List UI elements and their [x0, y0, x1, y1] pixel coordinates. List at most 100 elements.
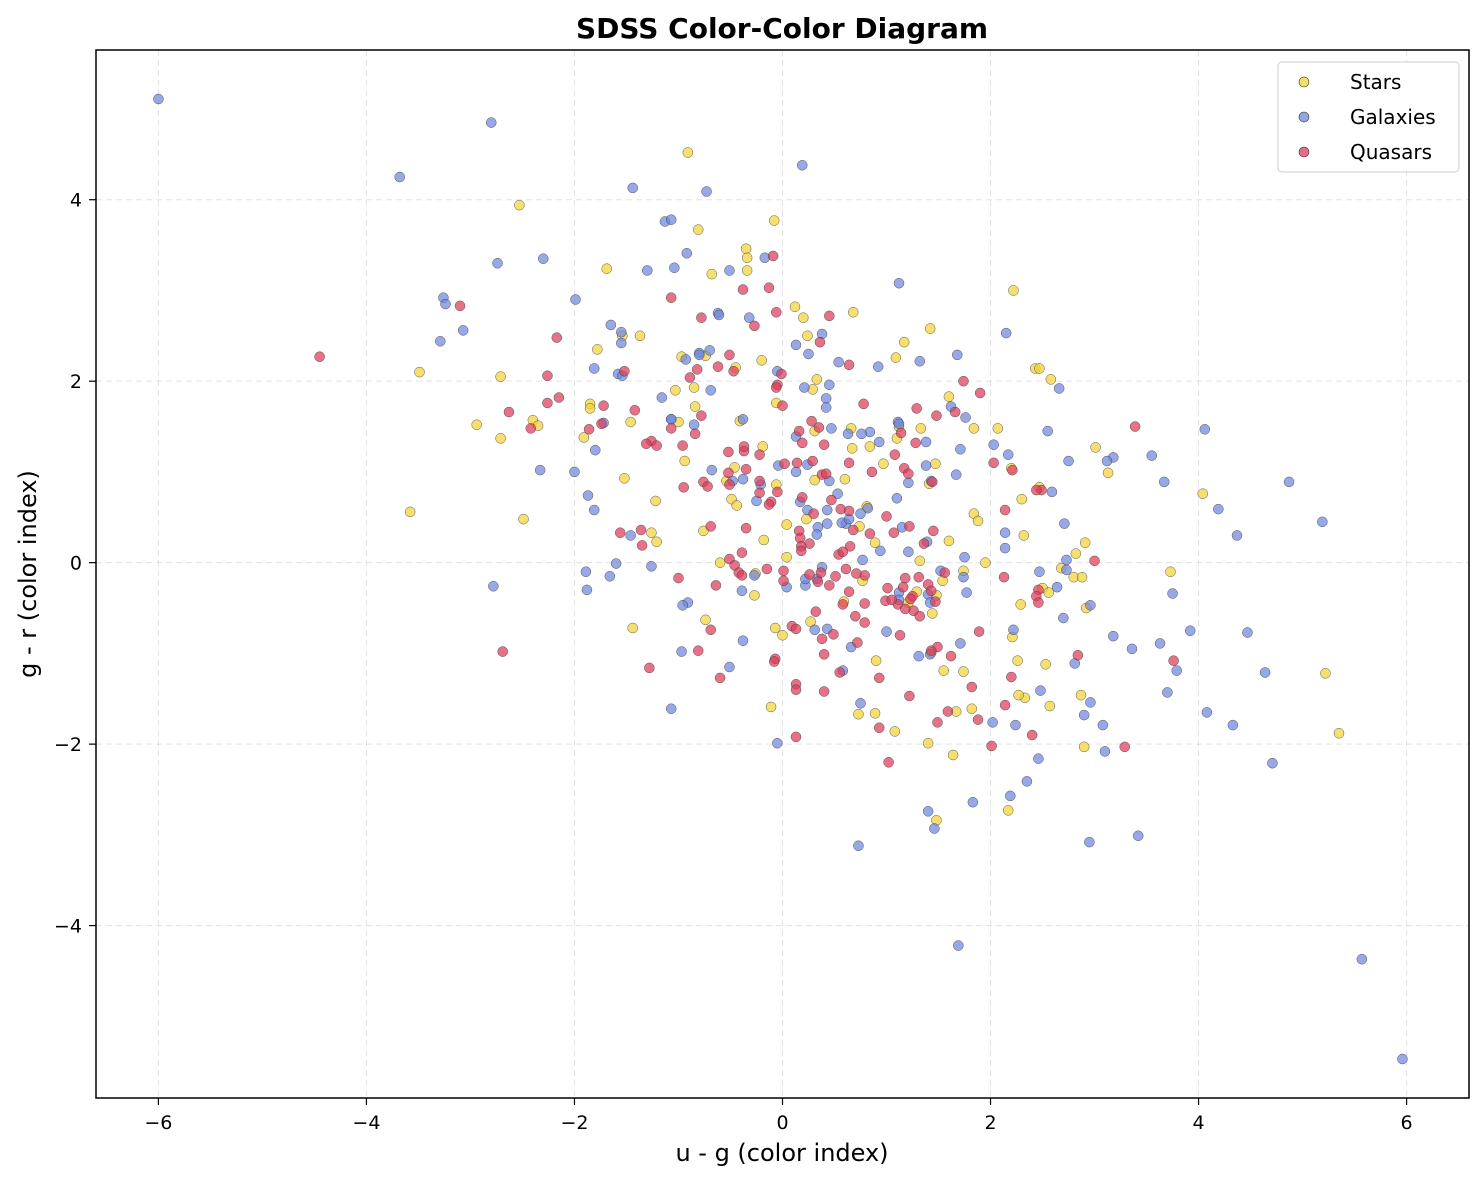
- data-point-galaxies: [967, 796, 979, 808]
- data-point-galaxies: [811, 529, 823, 540]
- data-point-galaxies: [853, 840, 864, 852]
- data-point-galaxies: [1317, 516, 1328, 528]
- data-point-galaxies: [1146, 450, 1158, 461]
- data-point-quasars: [1007, 464, 1018, 476]
- data-point-stars: [1012, 655, 1023, 666]
- data-point-quasars: [843, 505, 855, 517]
- data-point-galaxies: [605, 319, 617, 331]
- data-point-quasars: [736, 570, 748, 581]
- data-point-quasars: [903, 468, 914, 479]
- data-point-quasars: [834, 667, 845, 678]
- data-point-quasars: [1129, 421, 1141, 432]
- data-point-galaxies: [772, 737, 783, 749]
- data-point-quasars: [930, 596, 941, 607]
- data-point-galaxies: [1097, 719, 1109, 731]
- data-point-quasars: [702, 481, 713, 492]
- data-point-quasars: [1168, 655, 1179, 666]
- data-point-galaxies: [1010, 719, 1021, 731]
- data-point-galaxies: [582, 490, 594, 501]
- data-point-quasars: [888, 527, 900, 538]
- data-point-quasars: [696, 312, 707, 323]
- data-point-galaxies: [688, 419, 700, 430]
- data-point-quasars: [999, 699, 1011, 711]
- data-point-quasars: [640, 438, 652, 450]
- data-point-galaxies: [856, 428, 867, 440]
- data-point-quasars: [883, 757, 894, 768]
- data-point-stars: [769, 622, 781, 634]
- data-point-stars: [802, 330, 813, 342]
- data-point-quasars: [911, 403, 922, 414]
- data-point-galaxies: [1397, 1053, 1408, 1065]
- data-point-quasars: [553, 392, 565, 403]
- data-point-quasars: [881, 511, 892, 522]
- data-point-galaxies: [1033, 753, 1044, 764]
- data-point-quasars: [899, 603, 911, 615]
- data-point-stars: [495, 371, 506, 382]
- data-point-quasars: [859, 598, 870, 609]
- data-point-quasars: [958, 375, 969, 387]
- data-point-stars: [869, 537, 881, 548]
- data-point-quasars: [894, 629, 906, 641]
- data-point-galaxies: [538, 253, 549, 264]
- data-point-quasars: [851, 568, 862, 579]
- data-point-quasars: [931, 410, 942, 421]
- data-point-galaxies: [704, 345, 715, 356]
- data-point-stars: [972, 515, 984, 527]
- data-point-quasars: [614, 527, 626, 538]
- data-point-galaxies: [855, 698, 866, 709]
- data-point-stars: [689, 401, 701, 412]
- data-point-galaxies: [1099, 746, 1111, 757]
- data-point-galaxies: [724, 661, 735, 673]
- data-point-galaxies: [958, 571, 969, 583]
- data-point-quasars: [840, 563, 852, 575]
- data-point-galaxies: [873, 436, 885, 448]
- data-point-galaxies: [1356, 953, 1368, 965]
- data-point-galaxies: [799, 382, 810, 393]
- data-point-stars: [966, 703, 978, 714]
- data-point-quasars: [497, 646, 508, 657]
- x-tick-label: 6: [1401, 1112, 1413, 1134]
- data-point-stars: [765, 701, 777, 713]
- data-point-quasars: [790, 731, 802, 743]
- data-point-quasars: [673, 572, 684, 584]
- data-point-quasars: [736, 547, 748, 558]
- data-point-galaxies: [1053, 383, 1065, 394]
- data-point-galaxies: [1283, 476, 1295, 488]
- data-point-quasars: [843, 586, 855, 597]
- data-point-quasars: [771, 306, 782, 318]
- data-point-galaxies: [749, 570, 760, 581]
- y-tick-label: 0: [70, 553, 82, 575]
- data-point-quasars: [808, 508, 819, 519]
- data-point-quasars: [828, 629, 839, 640]
- x-tick-label: 0: [776, 1112, 788, 1134]
- data-point-galaxies: [826, 423, 837, 434]
- data-point-galaxies: [701, 186, 712, 197]
- data-point-quasars: [882, 582, 893, 594]
- data-point-quasars: [866, 466, 878, 478]
- data-point-galaxies: [987, 717, 998, 728]
- data-point-stars: [1044, 700, 1056, 712]
- data-point-galaxies: [914, 355, 926, 367]
- data-point-quasars: [932, 717, 943, 728]
- data-point-galaxies: [1058, 612, 1069, 624]
- data-point-quasars: [1072, 649, 1084, 661]
- data-point-galaxies: [960, 412, 971, 423]
- data-point-quasars: [644, 662, 655, 674]
- data-point-quasars: [843, 457, 855, 469]
- data-point-quasars: [724, 479, 735, 490]
- data-point-galaxies: [1085, 697, 1096, 708]
- data-point-galaxies: [1201, 707, 1213, 718]
- legend-label-quasars: Quasars: [1350, 140, 1432, 164]
- data-point-galaxies: [893, 277, 905, 289]
- data-point-galaxies: [1199, 424, 1211, 435]
- data-point-galaxies: [881, 626, 892, 637]
- data-point-galaxies: [953, 940, 964, 951]
- data-point-quasars: [740, 522, 752, 534]
- data-point-galaxies: [642, 265, 653, 276]
- data-point-stars: [968, 423, 980, 434]
- data-point-stars: [1016, 493, 1027, 505]
- legend-box: [1277, 61, 1460, 173]
- data-point-stars: [1034, 363, 1045, 374]
- data-point-galaxies: [1154, 638, 1166, 649]
- data-point-galaxies: [842, 428, 854, 440]
